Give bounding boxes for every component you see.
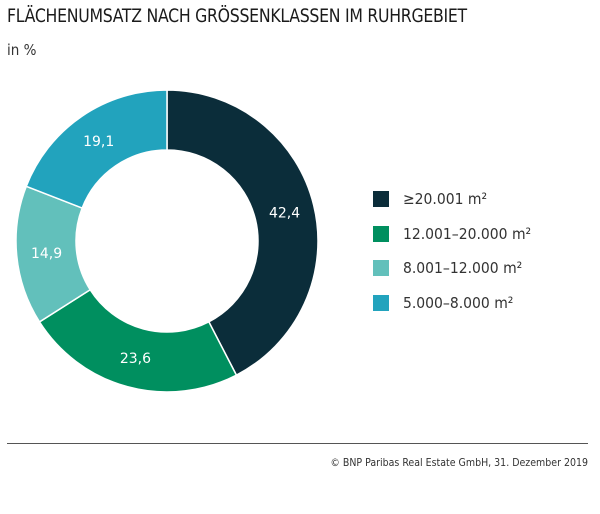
legend-item: 8.001–12.000 m² [373, 251, 531, 286]
legend-swatch [373, 225, 389, 242]
legend-swatch [373, 260, 389, 277]
legend-item: 5.000–8.000 m² [373, 286, 531, 321]
chart-title: FLÄCHENUMSATZ NACH GRÖSSENKLASSEN IM RUH… [7, 5, 467, 27]
legend-label: 12.001–20.000 m² [403, 224, 532, 243]
divider [7, 443, 588, 444]
data-label: 42,4 [269, 205, 300, 221]
data-label: 14,9 [31, 246, 62, 262]
donut-slice [38, 288, 238, 393]
data-label: 19,1 [83, 134, 114, 150]
donut-chart: 42,4 23,6 14,9 19,1 [15, 89, 319, 393]
chart-subtitle: in % [7, 41, 37, 59]
donut-slice [166, 89, 319, 377]
legend-item: 12.001–20.000 m² [373, 217, 531, 252]
legend-label: 8.001–12.000 m² [403, 259, 523, 278]
donut-slice [25, 89, 168, 210]
legend-label: 5.000–8.000 m² [403, 293, 514, 312]
legend-swatch [373, 191, 389, 208]
legend-label: ≥20.001 m² [403, 190, 488, 209]
data-label: 23,6 [120, 351, 151, 367]
legend-item: ≥20.001 m² [373, 182, 531, 217]
legend-swatch [373, 294, 389, 311]
legend: ≥20.001 m² 12.001–20.000 m² 8.001–12.000… [373, 182, 531, 320]
source-note: © BNP Paribas Real Estate GmbH, 31. Deze… [330, 457, 588, 469]
